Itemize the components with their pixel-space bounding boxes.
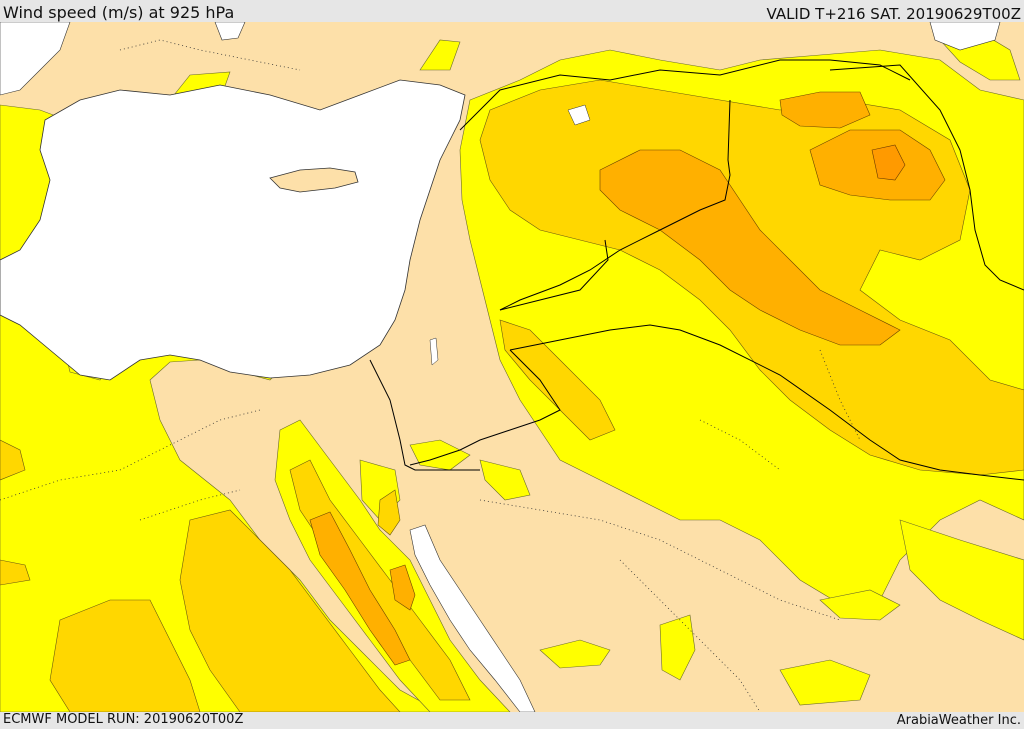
cyprus-island <box>269 167 359 193</box>
caspian-sea <box>929 22 1001 51</box>
map-canvas <box>0 22 1024 712</box>
wind-band-orange <box>309 91 946 666</box>
model-run-label: ECMWF MODEL RUN: 20190620T00Z <box>3 712 244 727</box>
red-sea <box>409 524 536 712</box>
credit-label: ArabiaWeather Inc. <box>896 713 1021 728</box>
footer-bar: ECMWF MODEL RUN: 20190620T00Z ArabiaWeat… <box>0 712 1024 729</box>
mediterranean-sea <box>0 79 466 381</box>
aegean-sea <box>0 22 246 96</box>
lake-tharthar <box>567 104 591 126</box>
wind-speed-map <box>0 22 1024 712</box>
country-borders <box>369 59 1024 481</box>
header-bar: Wind speed (m/s) at 925 hPa VALID T+216 … <box>0 0 1024 23</box>
valid-time-label: VALID T+216 SAT. 20190629T00Z <box>766 5 1021 23</box>
province-lines <box>0 39 861 712</box>
dead-sea <box>429 337 439 366</box>
map-title: Wind speed (m/s) at 925 hPa <box>3 3 235 22</box>
wind-band-deep-orange <box>871 144 906 181</box>
